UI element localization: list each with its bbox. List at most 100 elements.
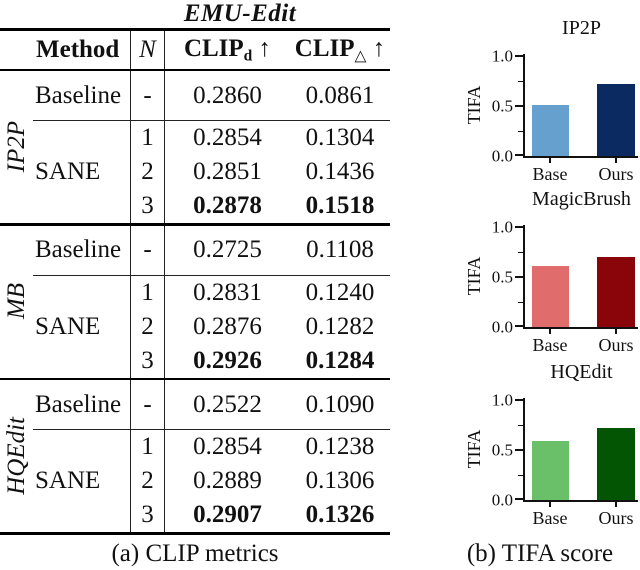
section-hqedit: HQEdit Baseline - 0.2522 0.1090 SANE 1 0…	[0, 380, 390, 532]
header-method: Method	[36, 36, 120, 63]
section-rule	[0, 223, 390, 226]
n-cell: 3	[130, 343, 165, 378]
minor-tick	[518, 474, 523, 476]
method-cell: Baseline	[35, 81, 122, 109]
clip-metrics-table: EMU-Edit Method N CLIPd ↑ CLIP△ ↑ IP2P B…	[0, 0, 390, 567]
y-axis-label: TIFA	[464, 429, 484, 469]
table-row: Baseline - 0.2860 0.0861	[33, 71, 390, 121]
major-tick	[515, 276, 523, 278]
method-cell: SANE	[35, 467, 101, 494]
method-cell: Baseline	[35, 390, 122, 418]
header-rule	[0, 69, 390, 71]
clip-d-value: 0.2522	[193, 390, 262, 418]
chart-title: MagicBrush	[532, 188, 631, 210]
bottom-rule	[0, 532, 390, 535]
table-header-row: Method N CLIPd ↑ CLIP△ ↑	[0, 31, 390, 69]
sane-rows: SANE 1 0.2831 0.1240 2 0.2876 0.1282 3 0…	[33, 275, 390, 378]
x-tick-label: Base	[532, 335, 568, 355]
clip-delta-subscript: △	[354, 47, 367, 65]
clip-d-subscript: d	[243, 47, 253, 65]
n-cell: 1	[130, 275, 165, 310]
x-tick	[549, 502, 551, 507]
section-mb: MB Baseline - 0.2725 0.1108 SANE 1 0.283…	[0, 225, 390, 378]
n-cell: 2	[130, 309, 165, 344]
major-tick	[515, 498, 523, 500]
clip-d-value: 0.2854	[193, 124, 262, 151]
major-tick	[515, 399, 523, 401]
method-cell: SANE	[35, 158, 101, 185]
x-tick	[615, 502, 617, 507]
group-label-hqedit: HQEdit	[2, 417, 30, 495]
group-label-mb: MB	[2, 283, 30, 320]
x-tick	[615, 329, 617, 334]
minor-tick	[518, 301, 523, 303]
clip-delta-text: CLIP	[294, 34, 355, 62]
clip-delta-value: 0.1306	[305, 467, 375, 494]
minor-tick	[518, 80, 523, 82]
charts-caption: (b) TIFA score	[466, 540, 614, 567]
clip-d-value: 0.2878	[193, 192, 262, 219]
major-tick	[515, 325, 523, 327]
clip-delta-value: 0.1108	[306, 236, 374, 263]
y-tick-label: 0.5	[491, 267, 513, 287]
y-tick-label: 0.0	[491, 146, 513, 166]
x-tick-label: Ours	[598, 164, 634, 184]
x-tick-label: Ours	[598, 508, 634, 528]
clip-d-value: 0.2907	[193, 501, 262, 528]
minor-tick	[518, 251, 523, 253]
n-cell: 2	[130, 464, 165, 498]
y-tick-label: 1.0	[491, 46, 513, 66]
major-tick	[515, 449, 523, 451]
n-cell: 3	[130, 498, 165, 532]
y-tick-label: 0.5	[491, 96, 513, 116]
y-tick-label: 1.0	[491, 217, 513, 237]
n-cell: 2	[130, 155, 165, 189]
sane-rows: SANE 1 0.2854 0.1304 2 0.2851 0.1436 3 0…	[33, 121, 390, 223]
table-title: EMU-Edit	[183, 0, 297, 27]
major-tick	[515, 105, 523, 107]
y-tick-label: 0.0	[491, 317, 513, 337]
bar-base	[532, 266, 569, 327]
clip-delta-value: 0.1240	[305, 278, 375, 306]
method-cell: Baseline	[35, 236, 122, 263]
clip-d-value: 0.2831	[193, 278, 262, 306]
y-axis-label: TIFA	[464, 256, 484, 296]
clip-d-value: 0.2876	[193, 312, 262, 340]
n-cell: -	[130, 71, 165, 120]
clip-delta-value: 0.1284	[305, 346, 375, 374]
clip-d-value: 0.2926	[193, 346, 262, 374]
x-tick-label: Base	[532, 164, 568, 184]
tifa-chart-hqedit: HQEdit TIFA 1.0 0.5 0.0 Base Ours	[440, 356, 640, 534]
n-cell: 3	[130, 189, 165, 223]
tifa-chart-ip2p: IP2P TIFA 1.0 0.5 0.0 Base Ours	[440, 12, 640, 190]
bar-ours	[597, 428, 635, 500]
sane-rows: SANE 1 0.2854 0.1238 2 0.2889 0.1306 3 0…	[33, 430, 390, 532]
plot-area: TIFA 1.0 0.5 0.0 Base Ours	[464, 48, 638, 184]
x-tick-label: Base	[532, 508, 568, 528]
major-tick	[515, 226, 523, 228]
major-tick	[515, 55, 523, 57]
group-label-ip2p: IP2P	[2, 121, 30, 173]
minor-tick	[518, 424, 523, 426]
clip-delta-value: 0.1238	[305, 433, 375, 460]
clip-delta-value: 0.1090	[305, 390, 375, 418]
n-cell: -	[130, 380, 165, 429]
x-tick-label: Ours	[598, 335, 634, 355]
x-tick	[549, 158, 551, 163]
clip-delta-value: 0.1282	[305, 312, 375, 340]
clip-d-text: CLIP	[183, 34, 244, 62]
up-arrow: ↑	[372, 34, 386, 62]
n-cell: 1	[130, 121, 165, 155]
clip-delta-value: 0.1304	[305, 124, 375, 151]
bar-base	[532, 441, 569, 500]
clip-d-value: 0.2854	[193, 433, 262, 460]
header-clip-delta: CLIP△ ↑	[290, 35, 390, 65]
n-cell: -	[130, 225, 165, 275]
bar-ours	[597, 84, 635, 156]
clip-d-value: 0.2725	[193, 236, 262, 263]
plot-area: TIFA 1.0 0.5 0.0 Base Ours	[464, 219, 638, 355]
clip-delta-value: 0.1518	[305, 192, 375, 219]
clip-d-value: 0.2860	[193, 81, 262, 109]
plot-area: TIFA 1.0 0.5 0.0 Base Ours	[464, 392, 638, 528]
